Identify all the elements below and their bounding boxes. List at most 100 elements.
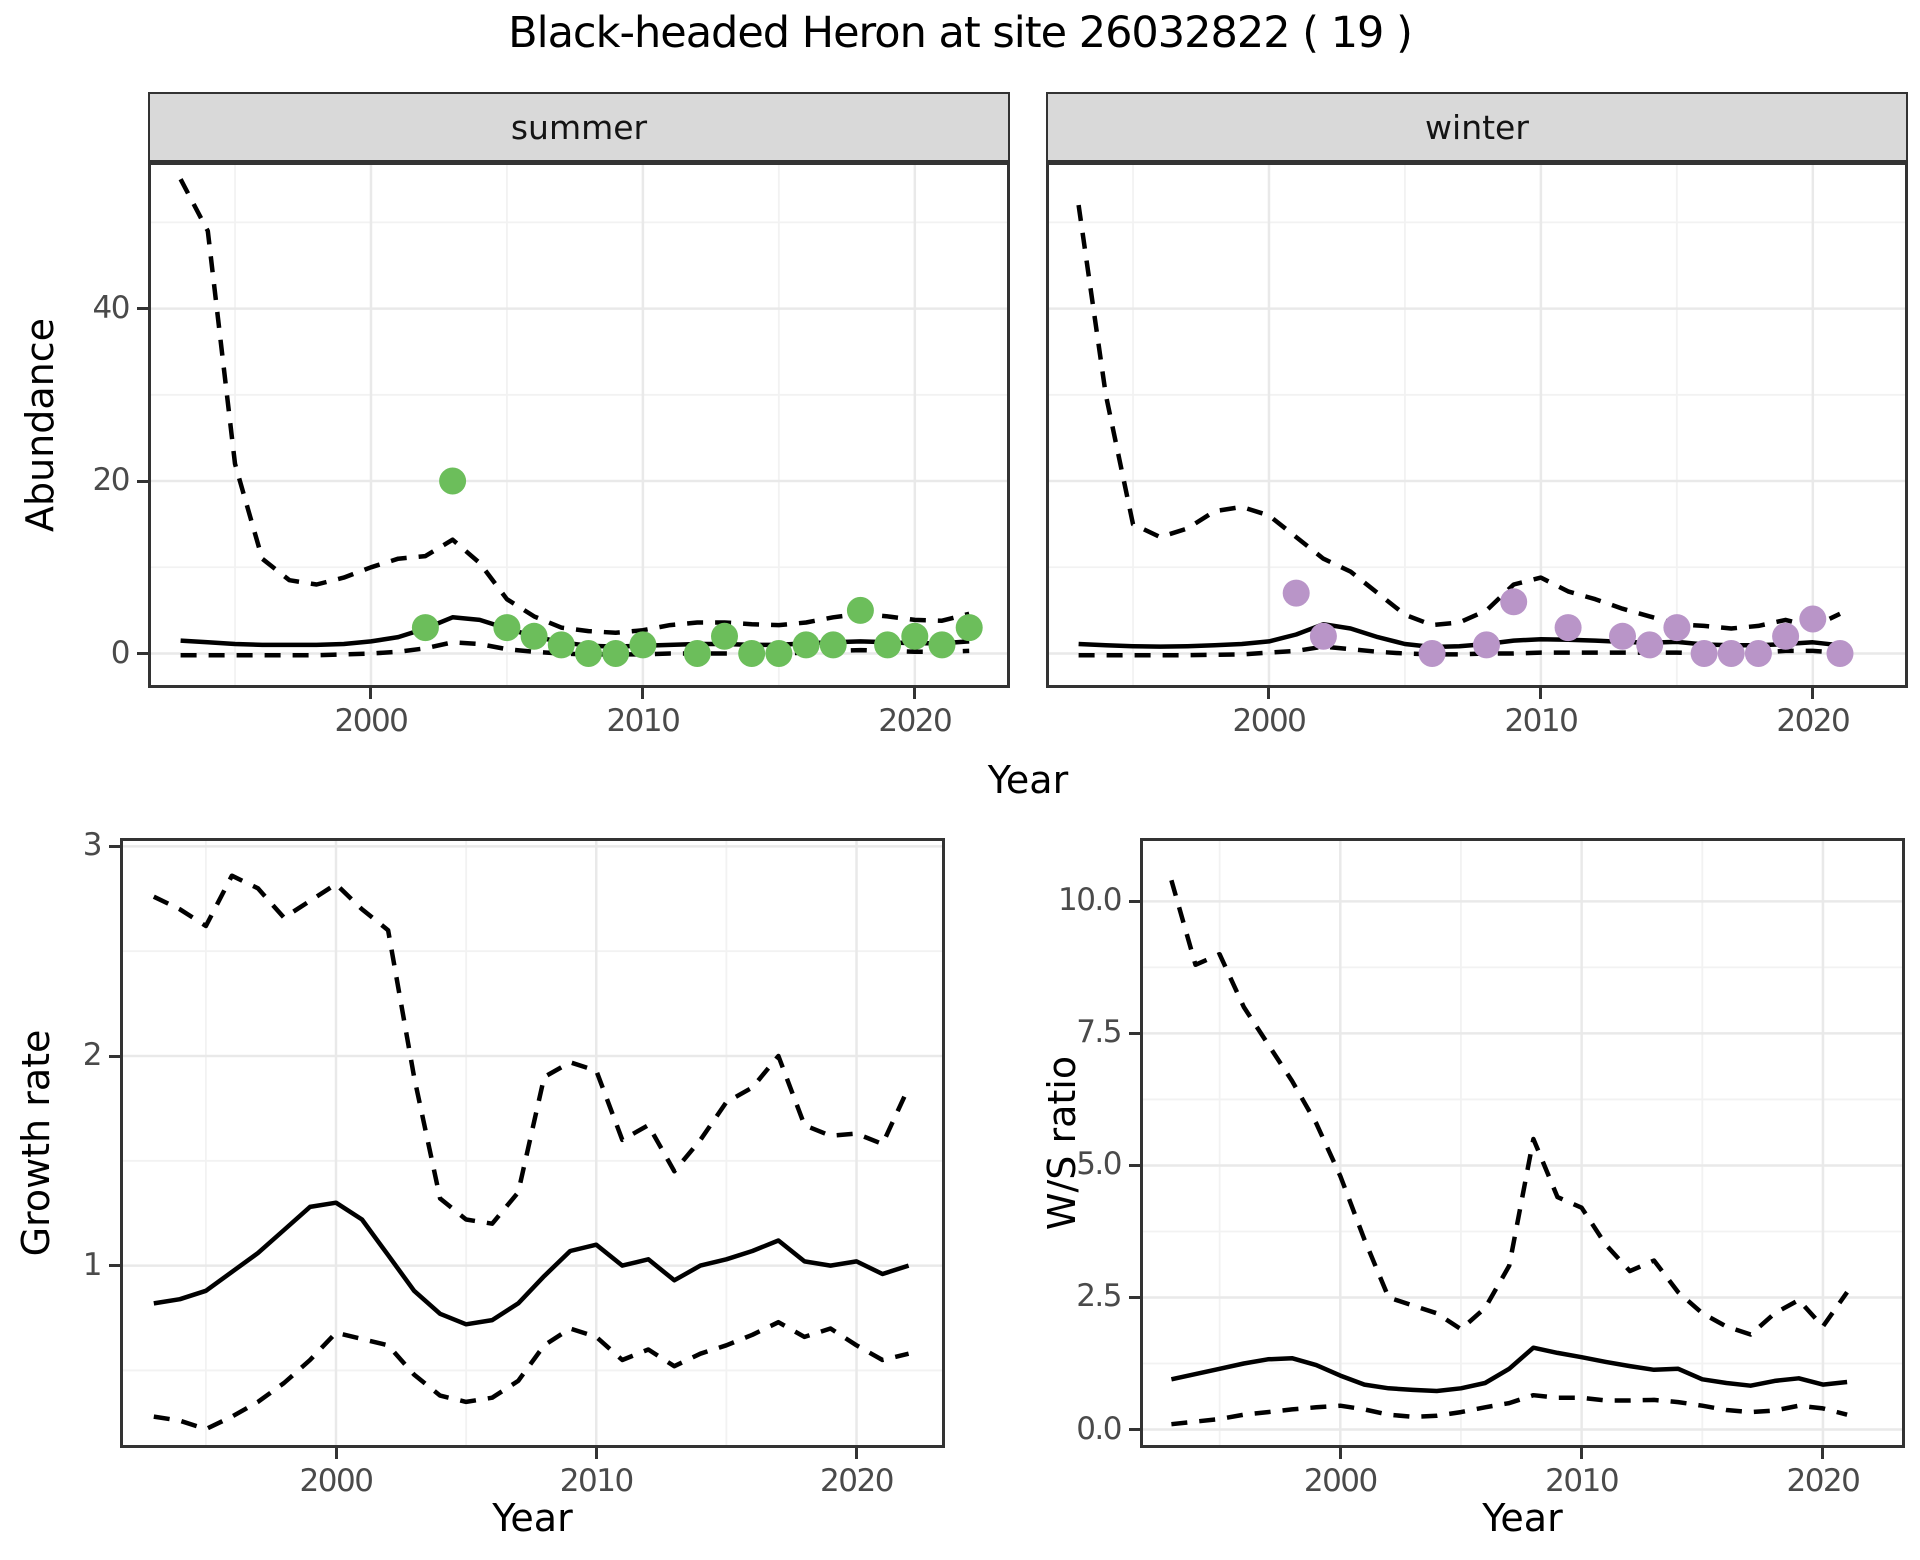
panel-ws-ratio	[1140, 838, 1905, 1448]
y-tick-mark	[1129, 1428, 1140, 1431]
x-tick-mark	[1811, 688, 1815, 699]
abundance-summer-observation-point	[547, 631, 575, 659]
y-tick-label: 3	[82, 827, 103, 864]
abundance-summer-observation-point	[493, 614, 521, 642]
facet-strip-winter-label: winter	[1425, 107, 1529, 147]
x-tick-label: 2010	[1545, 1463, 1619, 1499]
abundance-winter-observation-point	[1799, 605, 1827, 633]
y-tick-label: 7.5	[1076, 1014, 1122, 1051]
abundance-summer-observation-point	[846, 596, 874, 624]
y-tick-mark	[109, 1264, 120, 1268]
x-tick-label: 2010	[559, 1463, 634, 1499]
abundance-summer-observation-point	[411, 614, 439, 642]
abundance-winter-observation-point	[1282, 579, 1310, 607]
x-tick-mark	[334, 1448, 338, 1459]
y-tick-label: 0	[110, 634, 131, 671]
abundance-winter-observation-point	[1744, 640, 1772, 667]
abundance-winter-observation-point	[1690, 640, 1718, 667]
abundance-winter-observation-point	[1772, 622, 1800, 650]
y-tick-label: 1	[82, 1246, 103, 1283]
facet-strip-winter: winter	[1046, 92, 1908, 162]
abundance-summer-observation-point	[711, 622, 738, 650]
y-tick-label: 20	[92, 462, 131, 499]
x-tick-mark	[913, 688, 917, 699]
y-tick-mark	[137, 652, 148, 655]
abundance-winter-observation-point	[1717, 640, 1745, 667]
abundance-summer-mean-line	[180, 615, 970, 649]
x-tick-label: 2000	[1232, 703, 1307, 739]
y-tick-label: 2	[82, 1037, 103, 1073]
x-axis-label-year-bottom-right: Year	[1482, 1496, 1563, 1540]
x-axis-label-year-top: Year	[987, 758, 1069, 802]
y-tick-mark	[109, 1054, 120, 1058]
y-axis-label-abundance: Abundance	[18, 317, 62, 533]
x-tick-mark	[594, 1448, 598, 1459]
abundance-summer-observation-point	[738, 640, 766, 667]
x-tick-mark	[1539, 688, 1543, 699]
y-tick-mark	[1129, 1031, 1140, 1035]
facet-strip-summer: summer	[148, 92, 1010, 162]
y-tick-label: 5.0	[1076, 1146, 1122, 1183]
chart-title: Black-headed Heron at site 26032822 ( 19…	[508, 8, 1413, 58]
x-tick-label: 2010	[1504, 703, 1578, 739]
x-tick-label: 2020	[820, 1463, 894, 1499]
x-tick-mark	[1267, 688, 1271, 699]
x-axis-label-year-bottom-left: Year	[492, 1496, 573, 1540]
x-tick-label: 2000	[299, 1463, 374, 1499]
abundance-summer-upper_ci-line	[178, 178, 970, 636]
y-tick-label: 0.0	[1076, 1410, 1122, 1447]
abundance-winter-observation-point	[1500, 588, 1528, 616]
y-tick-mark	[1129, 1163, 1140, 1167]
x-tick-mark	[369, 688, 373, 699]
x-tick-mark	[1338, 1448, 1342, 1459]
abundance-summer-observation-point	[629, 631, 657, 659]
facet-strip-summer-label: summer	[510, 107, 648, 147]
y-tick-mark	[1129, 1295, 1140, 1299]
abundance-winter-observation-point	[1418, 640, 1446, 667]
growth-rate-lower_ci-line	[153, 1319, 910, 1432]
y-axis-label-ws-ratio: W/S ratio	[1040, 1055, 1084, 1231]
x-tick-mark	[1821, 1448, 1825, 1459]
abundance-summer-observation-point	[439, 467, 467, 495]
abundance-winter-upper_ci-line	[1076, 204, 1841, 631]
growth-rate-mean-line	[153, 1200, 910, 1327]
abundance-summer-observation-point	[928, 631, 956, 659]
x-tick-mark	[855, 1448, 858, 1459]
abundance-winter-observation-point	[1554, 614, 1582, 642]
panel-growth-rate	[120, 838, 945, 1448]
abundance-summer-observation-point	[575, 640, 602, 667]
abundance-summer-observation-point	[819, 631, 847, 659]
x-tick-label: 2010	[606, 703, 680, 739]
abundance-summer-observation-point	[683, 640, 711, 667]
abundance-summer-observation-point	[901, 622, 929, 650]
abundance-summer-observation-point	[955, 614, 983, 642]
abundance-winter-observation-point	[1609, 622, 1636, 650]
y-tick-label: 40	[92, 289, 131, 326]
ws-ratio-upper_ci-line	[1169, 879, 1849, 1337]
x-tick-label: 2020	[878, 703, 952, 739]
x-tick-mark	[1580, 1448, 1584, 1459]
abundance-summer-observation-point	[520, 622, 548, 650]
y-tick-mark	[137, 479, 148, 483]
x-tick-label: 2000	[1303, 1463, 1378, 1499]
abundance-summer-observation-point	[765, 640, 793, 667]
y-tick-mark	[137, 307, 148, 311]
abundance-summer-observation-point	[792, 631, 820, 659]
panel-abundance-winter	[1046, 162, 1908, 688]
ws-ratio-lower_ci-line	[1171, 1392, 1848, 1427]
abundance-summer-observation-point	[602, 640, 630, 667]
abundance-winter-observation-point	[1663, 614, 1691, 642]
x-tick-label: 2020	[1786, 1463, 1860, 1499]
y-tick-label: 2.5	[1076, 1278, 1122, 1315]
panel-abundance-summer	[148, 162, 1010, 688]
y-tick-label: 10.0	[1057, 882, 1123, 919]
x-tick-label: 2020	[1776, 703, 1850, 739]
abundance-winter-observation-point	[1636, 631, 1664, 659]
x-tick-mark	[641, 688, 645, 699]
ws-ratio-mean-line	[1170, 1345, 1848, 1394]
abundance-winter-lower_ci-line	[1078, 644, 1841, 658]
abundance-winter-observation-point	[1473, 631, 1500, 659]
x-tick-label: 2000	[334, 703, 409, 739]
growth-rate-upper_ci-line	[152, 873, 911, 1226]
